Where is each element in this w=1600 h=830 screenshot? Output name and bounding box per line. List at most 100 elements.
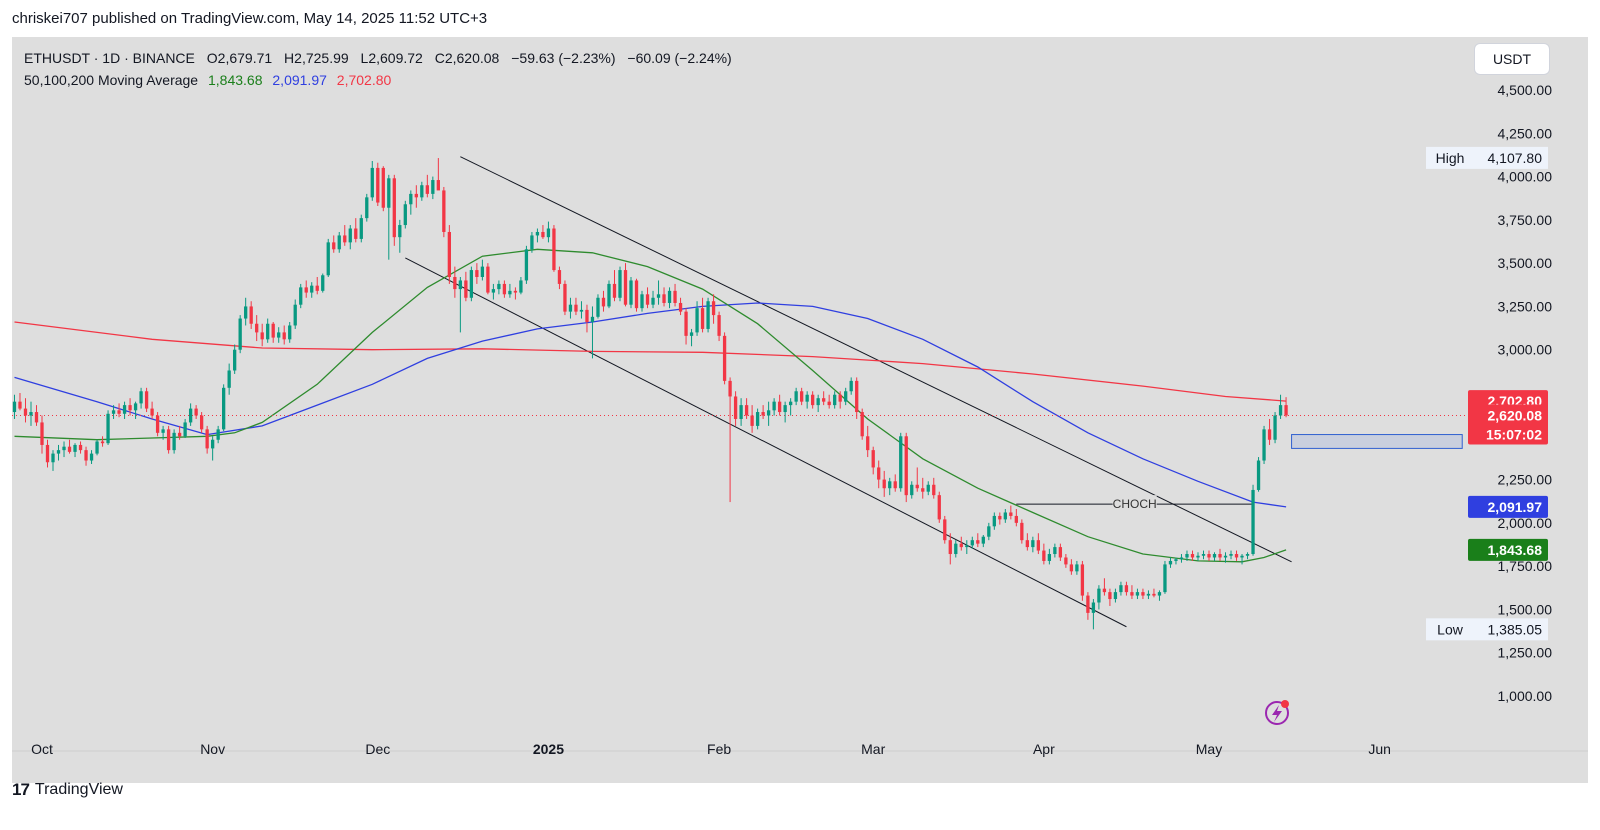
candle-body[interactable] [139,391,143,404]
ma50-line[interactable] [14,248,1287,563]
candle-body[interactable] [188,408,193,423]
candle-body[interactable] [1130,592,1134,596]
candle-body[interactable] [590,316,595,323]
candle-body[interactable] [651,297,655,305]
candle-body[interactable] [1234,554,1239,558]
candle-body[interactable] [497,283,501,290]
candle-body[interactable] [403,204,407,226]
candle-body[interactable] [921,488,925,492]
candle-body[interactable] [453,276,457,290]
candle-body[interactable] [56,450,61,454]
candle-body[interactable] [585,309,589,323]
candle-body[interactable] [557,270,562,284]
candle-body[interactable] [1240,555,1244,558]
candle-body[interactable] [530,235,534,250]
candle-body[interactable] [133,403,138,411]
candle-body[interactable] [541,231,545,238]
candle-body[interactable] [343,235,347,243]
candle-body[interactable] [634,280,639,309]
candle-body[interactable] [1207,554,1211,558]
candle-body[interactable] [959,543,963,548]
candle-body[interactable] [18,401,22,409]
candle-body[interactable] [51,453,55,463]
candle-body[interactable] [1036,540,1041,551]
candle-body[interactable] [34,412,39,423]
candle-body[interactable] [855,380,859,413]
candle-body[interactable] [348,228,352,243]
candle-body[interactable] [1113,592,1118,600]
candle-body[interactable] [1053,547,1057,555]
candle-body[interactable] [612,283,617,298]
order-block-zone[interactable] [1291,434,1463,449]
candle-body[interactable] [788,401,793,406]
candle-body[interactable] [1256,460,1261,490]
candle-body[interactable] [761,412,765,416]
candle-body[interactable] [601,297,606,307]
candle-body[interactable] [1229,554,1233,556]
chart-area[interactable]: CHOCH 4,500.00 4,250.00 4,000.00 3,750.00 3,5… [12,37,1588,783]
candle-body[interactable] [976,540,980,544]
candle-body[interactable] [1020,522,1024,541]
candle-body[interactable] [1009,512,1013,516]
candle-body[interactable] [508,290,512,295]
candle-body[interactable] [783,405,787,413]
candle-body[interactable] [860,412,864,437]
legend-symbol[interactable]: ETHUSDT · 1D · BINANCE [24,50,195,66]
candle-body[interactable] [1223,555,1228,558]
candle-body[interactable] [431,180,435,194]
trendline-channel-lower[interactable] [405,257,1127,628]
candle-body[interactable] [332,242,336,250]
candle-body[interactable] [970,540,974,546]
candlestick-chart[interactable]: CHOCH 4,500.00 4,250.00 4,000.00 3,750.00 3,5… [12,37,1588,783]
candle-body[interactable] [772,401,776,411]
candle-body[interactable] [888,481,892,489]
candle-body[interactable] [805,394,809,402]
candle-body[interactable] [733,396,738,419]
candle-body[interactable] [177,432,182,437]
candle-body[interactable] [552,228,556,271]
candle-body[interactable] [524,249,529,281]
candle-body[interactable] [871,450,875,468]
candle-body[interactable] [161,429,165,433]
candle-body[interactable] [1157,592,1162,596]
candle-body[interactable] [299,287,303,305]
candle-body[interactable] [1141,592,1145,596]
lightning-icon[interactable] [1265,700,1289,725]
candle-body[interactable] [1190,554,1195,558]
candle-body[interactable] [89,453,94,461]
candle-body[interactable] [1102,588,1107,593]
candle-body[interactable] [1097,588,1101,603]
candle-body[interactable] [144,391,149,409]
candle-body[interactable] [877,467,881,480]
candle-body[interactable] [1185,554,1189,558]
ma200-line[interactable] [14,321,1287,402]
candle-body[interactable] [249,306,253,324]
candle-body[interactable] [1119,585,1123,593]
candle-body[interactable] [882,479,886,489]
ma100-line[interactable] [14,302,1287,508]
candle-body[interactable] [29,412,33,416]
candle-body[interactable] [623,270,628,305]
candle-body[interactable] [78,444,83,451]
candle-body[interactable] [915,484,919,489]
candle-body[interactable] [194,408,198,416]
candle-body[interactable] [1245,554,1250,556]
candle-body[interactable] [1146,593,1151,596]
candle-body[interactable] [689,332,694,336]
candle-body[interactable] [1031,540,1035,548]
candle-body[interactable] [260,332,264,340]
candle-body[interactable] [282,332,286,340]
candle-body[interactable] [1124,585,1129,593]
candle-body[interactable] [1025,540,1029,548]
candle-body[interactable] [833,394,837,406]
candle-body[interactable] [480,266,485,277]
candle-body[interactable] [640,294,644,309]
candle-body[interactable] [475,270,479,277]
candle-body[interactable] [233,349,237,371]
candle-body[interactable] [811,394,815,406]
candle-body[interactable] [354,228,358,239]
candle-body[interactable] [816,398,820,406]
candle-body[interactable] [1064,557,1068,565]
candle-body[interactable] [574,304,578,312]
tradingview-logo-icon[interactable]: 17 [12,780,30,799]
